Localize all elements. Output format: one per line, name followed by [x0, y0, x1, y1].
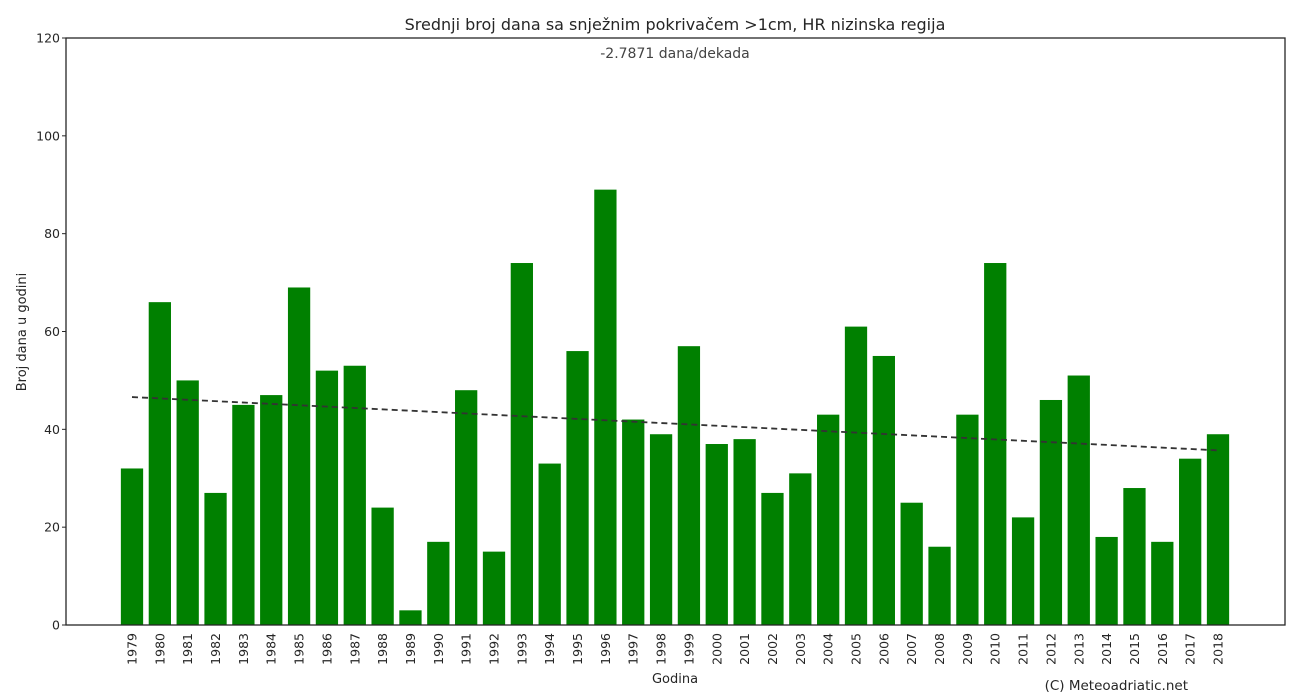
bar-1996: [594, 189, 617, 625]
x-tick-label: 2005: [849, 633, 864, 665]
y-tick-label: 60: [44, 324, 60, 339]
x-tick-label: 1994: [542, 633, 557, 665]
bar-2017: [1179, 458, 1202, 625]
x-tick-label: 1980: [152, 633, 167, 665]
y-tick-label: 80: [44, 226, 60, 241]
bar-1990: [427, 541, 450, 625]
y-tick-label: 100: [36, 128, 60, 143]
bar-2007: [900, 502, 923, 625]
x-tick-label: 2017: [1183, 633, 1198, 665]
bar-1981: [176, 380, 199, 625]
y-tick-label: 0: [52, 618, 60, 633]
bar-2016: [1151, 541, 1174, 625]
bar-1979: [120, 468, 144, 625]
x-axis-label: Godina: [652, 672, 698, 687]
bar-2011: [1011, 517, 1035, 625]
x-tick-label: 1988: [375, 633, 390, 665]
x-tick-label: 2018: [1211, 633, 1226, 665]
bar-1994: [538, 463, 561, 625]
credit-text: (C) Meteoadriatic.net: [1045, 678, 1188, 694]
x-tick-label: 1986: [319, 633, 334, 665]
x-tick-label: 2016: [1155, 633, 1170, 665]
x-tick-label: 2011: [1016, 633, 1031, 665]
bar-1988: [371, 507, 394, 625]
x-axis: 1979 1980 1981 1982 1983 1984 1985 1986 1987 1988…: [125, 633, 1226, 665]
chart-subtitle: -2.7871 dana/dekada: [600, 46, 750, 62]
x-tick-label: 2002: [765, 633, 780, 665]
x-tick-label: 2006: [876, 633, 891, 665]
x-tick-label: 1983: [236, 633, 251, 665]
x-tick-label: 2001: [737, 633, 752, 665]
bar-2015: [1123, 488, 1146, 625]
x-tick-label: 2000: [709, 633, 724, 665]
x-tick-label: 1990: [431, 633, 446, 665]
chart-title: Srednji broj dana sa snježnim pokrivačem…: [405, 15, 946, 34]
trend-layer: [131, 396, 1219, 452]
x-tick-label: 1984: [264, 633, 279, 665]
x-tick-label: 1991: [459, 633, 474, 665]
bar-1998: [649, 434, 673, 625]
bar-2009: [956, 414, 979, 625]
x-tick-label: 2008: [932, 633, 947, 665]
bar-group: [120, 189, 1230, 626]
x-tick-label: 1982: [208, 633, 223, 665]
bar-2002: [761, 492, 784, 625]
x-tick-label: 1992: [487, 633, 502, 665]
y-tick-label: 20: [44, 520, 60, 535]
x-tick-label: 1999: [681, 633, 696, 665]
x-tick-label: 1993: [514, 633, 529, 665]
bar-2006: [872, 355, 895, 625]
bar-1984: [260, 395, 283, 625]
x-tick-label: 2013: [1071, 633, 1086, 665]
x-tick-label: 1981: [180, 633, 195, 665]
x-tick-label: 2010: [988, 633, 1003, 665]
bar-2013: [1067, 375, 1090, 625]
x-tick-label: 1979: [125, 633, 140, 665]
x-tick-label: 1996: [598, 633, 613, 665]
bar-1982: [204, 492, 227, 625]
bar-1993: [510, 263, 533, 625]
bar-1986: [315, 370, 339, 625]
bar-1985: [287, 287, 311, 625]
bar-1989: [399, 610, 422, 625]
bar-1983: [232, 404, 255, 626]
bar-1980: [148, 302, 171, 625]
x-tick-label: 1985: [292, 633, 307, 665]
x-tick-label: 2014: [1099, 633, 1114, 665]
bar-1997: [622, 419, 645, 625]
bar-1991: [455, 390, 478, 625]
trend-line: [131, 396, 1219, 452]
x-tick-label: 2009: [960, 633, 975, 665]
y-tick-label: 40: [44, 422, 60, 437]
x-tick-label: 2007: [904, 633, 919, 665]
bar-2004: [817, 414, 840, 625]
x-tick-label: 1987: [347, 633, 362, 665]
x-tick-label: 1995: [570, 633, 585, 665]
x-tick-label: 1989: [403, 633, 418, 665]
bar-1995: [566, 351, 589, 625]
bar-1999: [677, 346, 701, 625]
bar-2003: [789, 473, 812, 625]
bar-2008: [928, 546, 951, 625]
bar-1992: [482, 551, 506, 626]
bar-2012: [1039, 399, 1063, 625]
x-tick-label: 1998: [654, 633, 669, 665]
bar-2018: [1206, 434, 1230, 625]
y-axis: 0 20 40 60 80 100 120: [36, 31, 66, 633]
bar-2005: [844, 326, 868, 625]
x-tick-label: 2003: [793, 633, 808, 665]
x-tick-label: 2004: [821, 633, 836, 665]
bar-2014: [1095, 536, 1118, 625]
y-axis-label: Broj dana u godini: [15, 273, 30, 392]
y-tick-label: 120: [36, 31, 60, 46]
x-tick-label: 2012: [1043, 633, 1058, 665]
x-tick-label: 2015: [1127, 633, 1142, 665]
bar-1987: [343, 365, 366, 625]
x-tick-label: 1997: [626, 633, 641, 665]
bar-2001: [733, 439, 756, 625]
bar-2010: [984, 263, 1007, 625]
bar-2000: [705, 444, 728, 625]
